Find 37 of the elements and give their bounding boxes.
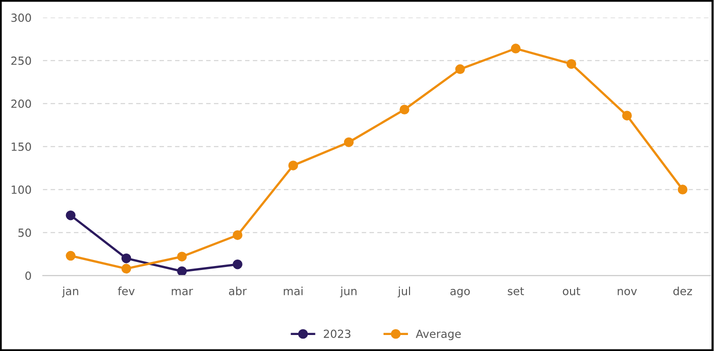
x-tick-label: nov bbox=[618, 288, 637, 296]
point bbox=[400, 104, 410, 114]
y-tick-label: 100 bbox=[12, 186, 31, 194]
y-tick-label: 0 bbox=[25, 272, 31, 280]
x-tick-label: set bbox=[508, 287, 524, 296]
point bbox=[66, 210, 76, 220]
point bbox=[566, 59, 576, 69]
y-tick-label: 250 bbox=[11, 56, 31, 65]
x-tick-label: jan bbox=[62, 286, 78, 298]
x-tick-label: fev bbox=[118, 286, 135, 296]
point bbox=[66, 250, 76, 261]
legend-label: Average bbox=[416, 330, 461, 340]
point bbox=[177, 266, 187, 276]
x-tick-label: abr bbox=[229, 286, 247, 296]
point bbox=[510, 44, 521, 54]
y-tick-label: 300 bbox=[11, 14, 31, 22]
x-tick-label: ago bbox=[450, 288, 470, 298]
y-tick-label: 200 bbox=[11, 100, 31, 108]
point bbox=[678, 184, 688, 194]
point bbox=[232, 230, 242, 240]
point bbox=[121, 253, 132, 264]
y-tick-label: 150 bbox=[12, 142, 31, 151]
x-tick-label: mai bbox=[284, 286, 303, 296]
x-tick-label: jun bbox=[340, 286, 356, 298]
point bbox=[344, 137, 354, 148]
y-tick-label: 50 bbox=[18, 228, 31, 237]
point bbox=[232, 259, 242, 270]
point bbox=[622, 110, 632, 120]
point bbox=[455, 64, 465, 74]
point bbox=[121, 264, 132, 274]
legend-label: 2023 bbox=[324, 330, 350, 338]
point bbox=[177, 252, 187, 262]
point bbox=[288, 160, 298, 170]
x-tick-label: jul bbox=[398, 286, 410, 298]
x-tick-label: mar bbox=[172, 288, 194, 296]
x-tick-label: out bbox=[562, 287, 580, 296]
x-tick-label: dez bbox=[673, 286, 692, 296]
